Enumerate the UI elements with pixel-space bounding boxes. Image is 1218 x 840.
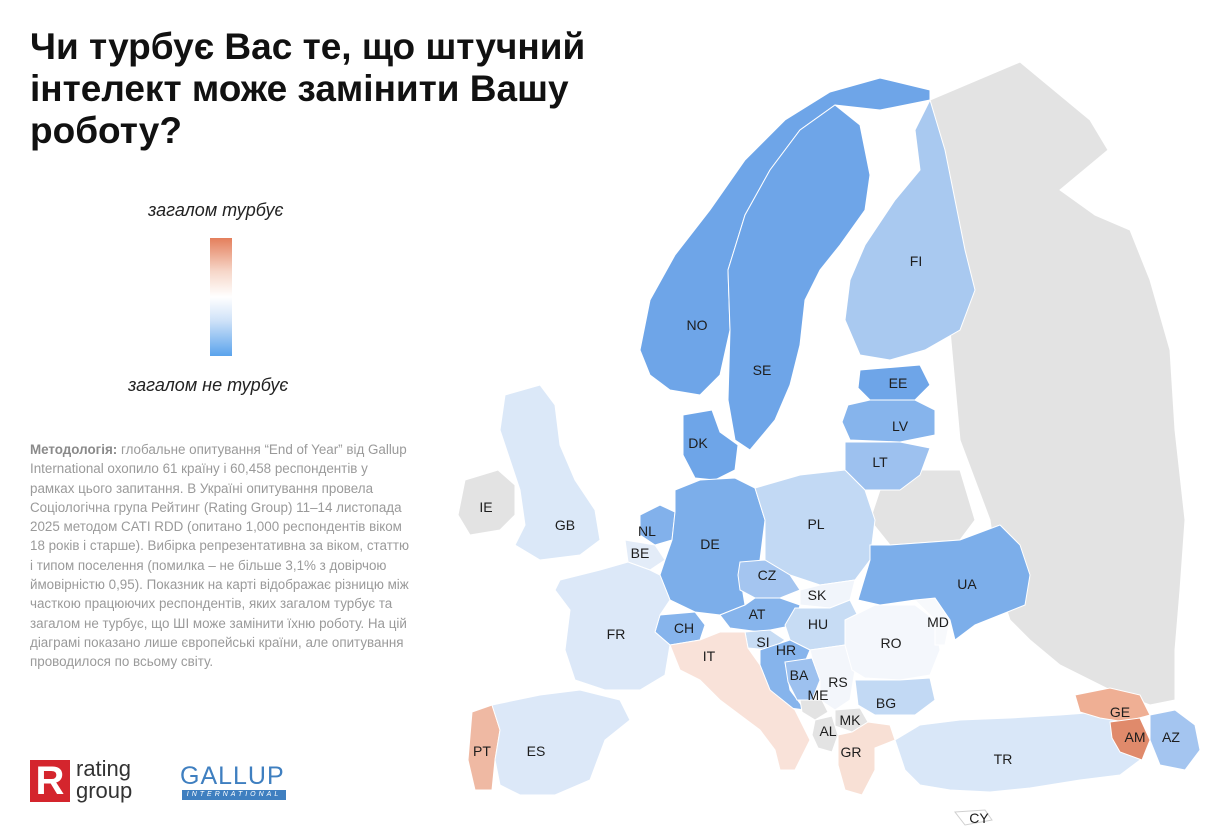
country-TR — [894, 711, 1141, 793]
country-NO — [639, 77, 931, 396]
label-RO: RO — [881, 635, 902, 651]
legend-color-scale — [210, 238, 232, 356]
label-HU: HU — [808, 616, 828, 632]
label-NL: NL — [638, 523, 656, 539]
label-UA: UA — [957, 576, 977, 592]
methodology-note: Методологія: глобальне опитування “End o… — [30, 440, 415, 672]
label-SI: SI — [756, 634, 769, 650]
label-ES: ES — [527, 743, 546, 759]
country-RO — [844, 604, 941, 681]
country-IE — [457, 469, 516, 536]
country-DK — [682, 409, 739, 481]
label-BG: BG — [876, 695, 896, 711]
country-LV — [841, 399, 936, 443]
gallup-name: GALLUP — [180, 762, 285, 790]
label-HR: HR — [776, 642, 796, 658]
label-BE: BE — [631, 545, 650, 561]
label-GR: GR — [841, 744, 862, 760]
country-AL — [811, 715, 839, 753]
country-GR — [837, 721, 896, 796]
country-AZ — [1149, 709, 1201, 771]
label-GB: GB — [555, 517, 575, 533]
country-CY — [954, 809, 993, 826]
label-BA: BA — [790, 667, 809, 683]
country-ME — [799, 699, 829, 721]
europe-map: NO SE FI EE LV LT DK IE GB NL BE DE PL C… — [440, 55, 1218, 840]
label-PT: PT — [473, 743, 491, 759]
country-PL — [754, 469, 876, 586]
gallup-subtitle: INTERNATIONAL — [182, 790, 286, 800]
label-LV: LV — [892, 418, 909, 434]
label-EE: EE — [889, 375, 908, 391]
label-ME: ME — [808, 687, 829, 703]
legend-worried-label: загалом турбує — [148, 200, 284, 220]
label-RS: RS — [828, 674, 847, 690]
page-title: Чи турбує Вас те, що штучний інтелект мо… — [30, 26, 586, 151]
europe-map-svg: NO SE FI EE LV LT DK IE GB NL BE DE PL C… — [457, 61, 1201, 826]
country-SE — [727, 104, 871, 451]
rating-group-word-2: group — [76, 778, 133, 803]
label-CH: CH — [674, 620, 694, 636]
label-AT: AT — [749, 606, 766, 622]
label-FI: FI — [910, 253, 922, 269]
country-labels: NO SE FI EE LV LT DK IE GB NL BE DE PL C… — [473, 253, 1180, 826]
label-FR: FR — [607, 626, 626, 642]
country-UA — [857, 524, 1031, 641]
label-MD: MD — [927, 614, 949, 630]
country-FI — [844, 98, 976, 361]
label-CY: CY — [969, 810, 989, 826]
rating-group-mark: R — [30, 760, 70, 802]
label-MK: MK — [840, 712, 862, 728]
label-AM: AM — [1125, 729, 1146, 745]
label-AL: AL — [819, 723, 836, 739]
country-BG — [854, 677, 936, 716]
label-DK: DK — [688, 435, 708, 451]
legend-not-worried-label: загалом не турбує — [128, 375, 289, 395]
gallup-logo: GALLUP INTERNATIONAL — [180, 762, 290, 802]
label-DE: DE — [700, 536, 719, 552]
label-NO: NO — [687, 317, 708, 333]
label-AZ: AZ — [1162, 729, 1180, 745]
label-SK: SK — [808, 587, 827, 603]
rating-group-logo: R rating group — [30, 756, 170, 804]
country-GB — [499, 384, 601, 561]
methodology-label: Методологія: — [30, 442, 118, 457]
country-AM — [1109, 717, 1151, 761]
country-ES — [491, 689, 631, 796]
label-PL: PL — [807, 516, 824, 532]
label-IE: IE — [479, 499, 492, 515]
label-LT: LT — [872, 454, 888, 470]
rating-group-word-1: rating — [76, 756, 132, 781]
country-IT — [669, 631, 811, 771]
label-CZ: CZ — [758, 567, 777, 583]
country-AT — [719, 597, 801, 633]
label-TR: TR — [994, 751, 1013, 767]
label-GE: GE — [1110, 704, 1130, 720]
label-IT: IT — [703, 648, 716, 664]
country-BE — [624, 539, 666, 571]
methodology-text: глобальне опитування “End of Year” від G… — [30, 442, 409, 670]
label-SE: SE — [753, 362, 772, 378]
